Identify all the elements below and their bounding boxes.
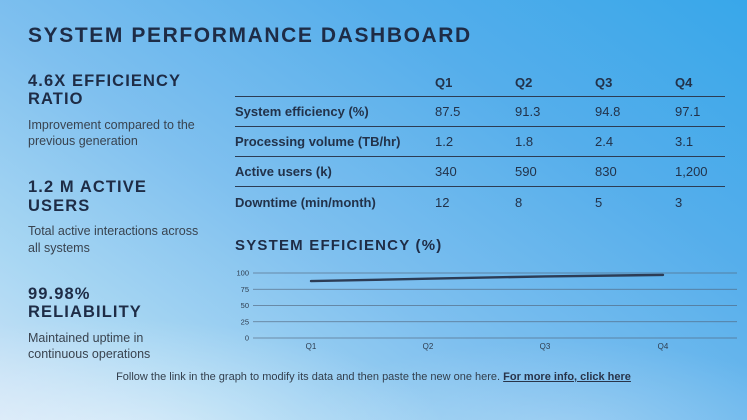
- table-cell: 94.8: [595, 104, 621, 119]
- footer-more-info-link[interactable]: For more info, click here: [503, 371, 631, 383]
- row-label: Downtime (min/month): [235, 194, 376, 210]
- footer-text: Follow the link in the graph to modify i…: [116, 371, 504, 383]
- table-cell: 8: [515, 194, 523, 210]
- y-axis-tick-label: 100: [236, 269, 249, 278]
- stat-description: Improvement compared to the previous gen…: [28, 117, 195, 149]
- table-cell: 340: [435, 164, 457, 179]
- table-cell: 5: [595, 194, 603, 210]
- stats-panel: 4.6X EFFICIENCY RATIO Improvement compar…: [28, 72, 200, 391]
- table-row: Active users (k) 340 590 830 1,200: [235, 157, 725, 187]
- efficiency-data-line: [309, 273, 665, 283]
- x-axis-tick-label: Q3: [540, 342, 551, 351]
- stat-block-efficiency-ratio: 4.6X EFFICIENCY RATIO Improvement compar…: [28, 72, 200, 149]
- table-cell: 87.5: [435, 104, 461, 119]
- row-label: Processing volume (TB/hr): [235, 134, 401, 149]
- table-cell: 2.4: [595, 134, 614, 149]
- y-axis-tick-label: 75: [241, 285, 249, 294]
- table-row: Processing volume (TB/hr) 1.2 1.8 2.4 3.…: [235, 127, 725, 157]
- table-cell: 830: [595, 164, 617, 179]
- table-cell: 97.1: [675, 104, 701, 119]
- table-cell: 3: [675, 194, 683, 210]
- table-cell: 1,200: [675, 164, 708, 179]
- table-row: System efficiency (%) 87.5 91.3 94.8 97.…: [235, 97, 725, 127]
- x-axis-tick-label: Q2: [423, 342, 434, 351]
- table-column-header: Q1: [435, 74, 453, 90]
- table-cell: 3.1: [675, 134, 694, 149]
- table-header-row: Q1 Q2 Q3 Q4: [235, 68, 725, 97]
- page-title: SYSTEM PERFORMANCE DASHBOARD: [28, 24, 472, 47]
- x-axis-tick-label: Q1: [306, 342, 317, 351]
- row-label: Active users (k): [235, 164, 332, 179]
- y-axis-tick-label: 25: [241, 317, 249, 326]
- row-label: System efficiency (%): [235, 104, 369, 119]
- table-cell: 1.2: [435, 134, 454, 149]
- table-column-header: Q2: [515, 74, 533, 90]
- stat-block-active-users: 1.2 M ACTIVE USERS Total active interact…: [28, 178, 200, 255]
- stat-heading: 99.98% RELIABILITY: [28, 284, 142, 322]
- y-axis-tick-label: 0: [245, 334, 249, 343]
- x-axis-tick-label: Q4: [658, 342, 669, 351]
- table-cell: 1.8: [515, 134, 534, 149]
- stat-description: Maintained uptime in continuous operatio…: [28, 330, 151, 362]
- efficiency-line-chart: 100 75 50 25 0 Q1 Q2 Q3 Q4: [236, 269, 737, 351]
- table-cell: 91.3: [515, 104, 541, 119]
- table-cell: 12: [435, 194, 450, 210]
- stat-heading: 4.6X EFFICIENCY RATIO: [28, 72, 181, 109]
- stat-heading: 1.2 M ACTIVE USERS: [28, 178, 147, 215]
- chart-title: SYSTEM EFFICIENCY (%): [235, 237, 443, 254]
- table-row: Downtime (min/month) 12 8 5 3: [235, 187, 725, 217]
- table-column-header: Q4: [675, 74, 693, 90]
- y-axis-tick-label: 50: [241, 301, 249, 310]
- metrics-table: Q1 Q2 Q3 Q4 System efficiency (%) 87.5 9…: [235, 68, 725, 217]
- stat-block-reliability: 99.98% RELIABILITY Maintained uptime in …: [28, 285, 200, 362]
- table-cell: 590: [515, 164, 537, 179]
- table-column-header: Q3: [595, 74, 613, 90]
- stat-description: Total active interactions across all sys…: [28, 224, 199, 255]
- footer-note: Follow the link in the graph to modify i…: [0, 371, 747, 383]
